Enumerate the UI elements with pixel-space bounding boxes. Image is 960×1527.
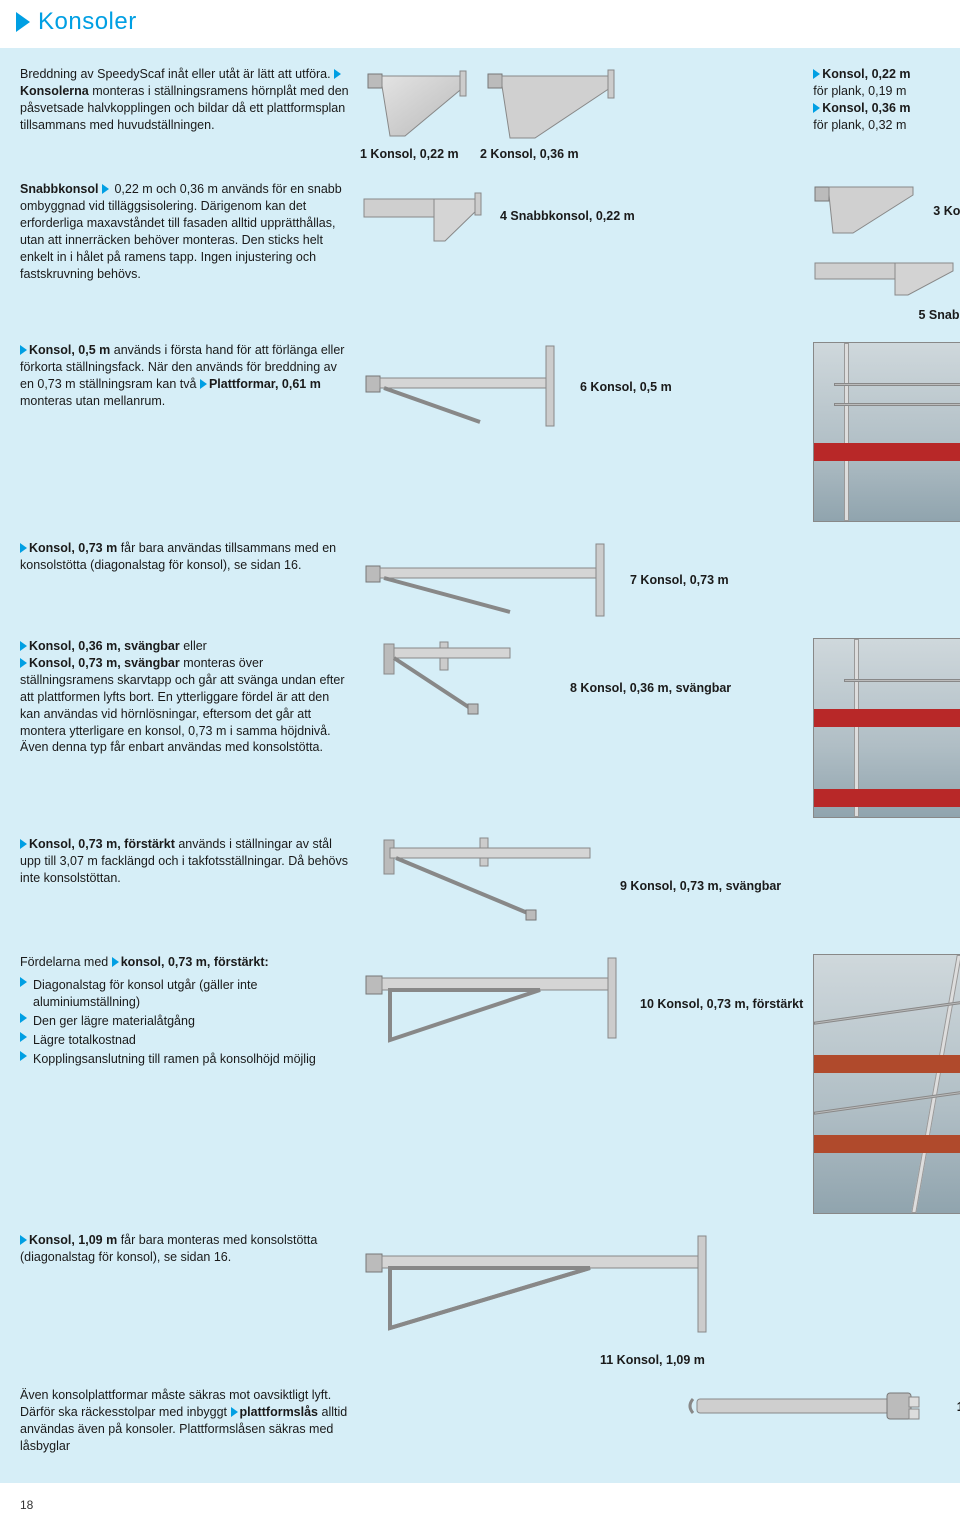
konsol-073-svangbar-figure [360, 836, 610, 936]
plattformslas-figure [687, 1387, 947, 1427]
arrow-icon [112, 957, 119, 967]
section4-figures: 7 Konsol, 0,73 m [360, 540, 803, 620]
arrow-icon [20, 839, 27, 849]
intro-lead: Breddning av SpeedyScaf inåt eller utåt … [20, 67, 331, 81]
s7-b2: Lägre totalkostnad [33, 1032, 136, 1049]
s9-bold: plattformslås [240, 1405, 319, 1419]
label-9: 9 Konsol, 0,73 m, svängbar [620, 878, 781, 895]
arrow-icon [231, 1407, 238, 1417]
s3-bold: Konsol, 0,5 m [29, 343, 110, 357]
scaffold-render-3 [813, 954, 960, 1214]
section5-figures: 8 Konsol, 0,36 m, svängbar [360, 638, 803, 818]
s4-bold: Konsol, 0,73 m [29, 541, 117, 555]
arrow-icon [813, 69, 820, 79]
section8-text: Konsol, 1,09 m får bara monteras med kon… [20, 1232, 350, 1369]
section9-figures: 12 Plattformslås [360, 1387, 960, 1459]
section8-figures: 11 Konsol, 1,09 m [360, 1232, 960, 1369]
arrow-icon [20, 658, 27, 668]
s2-rest: 0,22 m och 0,36 m används för en snabb o… [20, 182, 342, 280]
section2-text: Snabbkonsol 0,22 m och 0,36 m används fö… [20, 181, 350, 324]
s7-lead: Fördelarna med [20, 955, 108, 969]
section3-figures: 6 Konsol, 0,5 m [360, 342, 803, 522]
label-7: 7 Konsol, 0,73 m [630, 572, 729, 589]
label-3: 3 Konsol, 0,36 m [933, 203, 960, 220]
scaffold-render-2 [813, 638, 960, 818]
bracket-2-figure: 2 Konsol, 0,36 m [480, 66, 620, 163]
spacer-1 [813, 540, 960, 620]
s2-bold: Snabbkonsol [20, 182, 98, 196]
konsol-109-figure [360, 1232, 720, 1342]
label-10: 10 Konsol, 0,73 m, förstärkt [640, 996, 803, 1013]
konsol-05-figure [360, 342, 570, 432]
s6-bold: Konsol, 0,73 m, förstärkt [29, 837, 175, 851]
arrow-icon [20, 1032, 27, 1042]
arrow-icon [20, 345, 27, 355]
tr-b: Konsol, 0,36 m [822, 101, 910, 115]
konsol-073-figure [360, 540, 620, 620]
section6-text: Konsol, 0,73 m, förstärkt används i stäl… [20, 836, 350, 936]
s7-b3: Kopplingsanslutning till ramen på konsol… [33, 1051, 316, 1068]
arrow-icon [20, 1235, 27, 1245]
arrow-icon [813, 103, 820, 113]
s5-bold-b: Konsol, 0,73 m, svängbar [29, 656, 180, 670]
label-8: 8 Konsol, 0,36 m, svängbar [570, 680, 731, 697]
page-header: Konsoler [0, 0, 960, 48]
scaffold-render-1 [813, 342, 960, 522]
section7-figures: 10 Konsol, 0,73 m, förstärkt [360, 954, 803, 1214]
label-11: 11 Konsol, 1,09 m [600, 1352, 960, 1369]
section2-right: 3 Konsol, 0,36 m 5 Snabbkonsol, 0,36 m [813, 181, 960, 324]
section5-text: Konsol, 0,36 m, svängbar eller Konsol, 0… [20, 638, 350, 818]
section6-figures: 9 Konsol, 0,73 m, svängbar [360, 836, 803, 936]
section2-figures: 4 Snabbkonsol, 0,22 m [360, 181, 803, 324]
arrow-icon [20, 641, 27, 651]
konsol-073-forstarkt-figure [360, 954, 630, 1054]
page-number: 18 [0, 1483, 960, 1527]
bracket-1-label: 1 Konsol, 0,22 m [360, 146, 470, 163]
bracket-2-label: 2 Konsol, 0,36 m [480, 146, 620, 163]
s7-b0: Diagonalstag för konsol utgår (gäller in… [33, 977, 350, 1011]
page-title: Konsoler [38, 6, 137, 38]
s7-lead-bold: konsol, 0,73 m, förstärkt: [121, 955, 269, 969]
s5-bold-a: Konsol, 0,36 m, svängbar [29, 639, 180, 653]
snabbkonsol-022-figure [360, 181, 490, 251]
label-4: 4 Snabbkonsol, 0,22 m [500, 208, 635, 225]
s5-rest: monteras över ställningsramens skarvtapp… [20, 656, 345, 754]
label-6: 6 Konsol, 0,5 m [580, 379, 672, 396]
s5-or: eller [180, 639, 207, 653]
top-right-callout: Konsol, 0,22 m för plank, 0,19 m Konsol,… [813, 66, 960, 163]
label-5: 5 Snabbkonsol, 0,36 m [813, 307, 960, 324]
header-triangle-icon [16, 12, 30, 32]
section7-text: Fördelarna med konsol, 0,73 m, förstärkt… [20, 954, 350, 1214]
bracket-1-figure: 1 Konsol, 0,22 m [360, 66, 470, 163]
tr-a: Konsol, 0,22 m [822, 67, 910, 81]
s7-bullets: Diagonalstag för konsol utgår (gäller in… [20, 977, 350, 1067]
section9-text: Även konsolplattformar måste säkras mot … [20, 1387, 350, 1459]
intro-bold: Konsolerna [20, 84, 89, 98]
arrow-icon [20, 977, 27, 987]
arrow-icon [20, 543, 27, 553]
section3-text: Konsol, 0,5 m används i första hand för … [20, 342, 350, 522]
konsol-036-figure [813, 181, 923, 241]
spacer-2 [813, 836, 960, 936]
s8-bold: Konsol, 1,09 m [29, 1233, 117, 1247]
arrow-icon [20, 1051, 27, 1061]
arrow-icon [20, 1013, 27, 1023]
snabbkonsol-036-figure [813, 249, 960, 299]
arrow-icon [200, 379, 207, 389]
tr-a-sub: för plank, 0,19 m [813, 83, 960, 100]
intro-text: Breddning av SpeedyScaf inåt eller utåt … [20, 66, 350, 163]
s7-b1: Den ger lägre materialåtgång [33, 1013, 195, 1030]
s3-trail: monteras utan mellanrum. [20, 394, 165, 408]
tr-b-sub: för plank, 0,32 m [813, 117, 960, 134]
content-panel: Breddning av SpeedyScaf inåt eller utåt … [0, 48, 960, 1482]
top-figures: 1 Konsol, 0,22 m 2 Konsol, 0,36 m [360, 66, 803, 163]
arrow-icon [334, 69, 341, 79]
arrow-icon [102, 184, 109, 194]
konsol-036-svangbar-figure [360, 638, 560, 738]
s3-inner-bold: Plattformar, 0,61 m [209, 377, 321, 391]
section4-text: Konsol, 0,73 m får bara användas tillsam… [20, 540, 350, 620]
